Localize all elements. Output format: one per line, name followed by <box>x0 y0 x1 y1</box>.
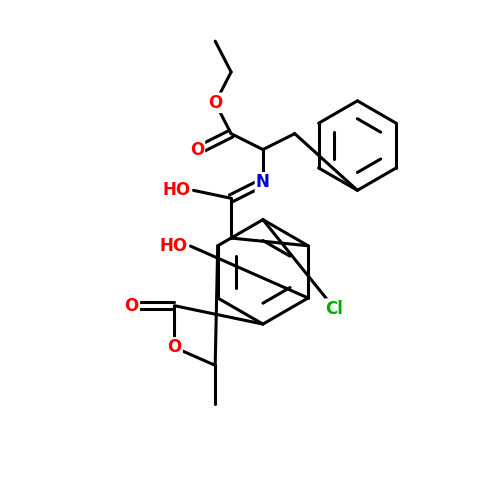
Text: O: O <box>208 94 222 112</box>
Text: Cl: Cl <box>326 300 344 318</box>
Text: O: O <box>168 338 181 356</box>
Text: O: O <box>124 296 139 314</box>
Text: O: O <box>190 140 204 158</box>
Text: N: N <box>256 174 270 192</box>
Text: HO: HO <box>160 237 188 255</box>
Text: HO: HO <box>162 182 191 200</box>
